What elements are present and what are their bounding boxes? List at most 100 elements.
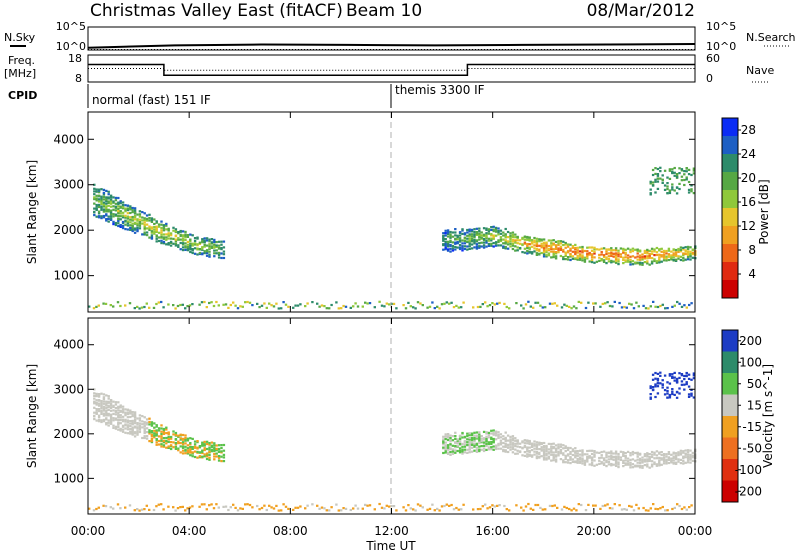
velocity-cell	[272, 507, 276, 510]
freq-right-tick-bottom: 0	[706, 72, 713, 85]
velocity-cell	[612, 455, 615, 458]
velocity-cell	[449, 451, 452, 454]
velocity-cell	[117, 415, 120, 419]
velocity-cell	[614, 452, 618, 455]
power-cell	[169, 232, 173, 235]
velocity-cell	[528, 439, 531, 443]
velocity-cell	[454, 446, 457, 449]
power-cell	[593, 261, 596, 264]
power-cell	[458, 234, 462, 237]
velocity-cell	[165, 432, 168, 435]
freq-right-label: Nave	[746, 64, 774, 77]
velocity-cell	[442, 440, 445, 443]
power-cell	[691, 248, 695, 251]
velocity-cell	[93, 414, 96, 417]
velocity-cell	[131, 423, 134, 426]
power-cell	[97, 210, 101, 213]
power-cell	[653, 254, 656, 257]
velocity-cell	[576, 459, 579, 462]
power-cell	[409, 305, 412, 308]
power-cell	[352, 305, 355, 308]
power-cell	[565, 304, 568, 307]
power-cell	[275, 302, 278, 305]
power-cell	[554, 251, 558, 254]
velocity-cell	[593, 453, 596, 457]
velocity-cell	[287, 507, 290, 510]
power-cell	[650, 257, 654, 260]
power-cell	[155, 225, 158, 228]
power-cell	[656, 174, 660, 177]
time-tick-label: 04:00	[172, 524, 207, 538]
y-tick-label: 3000	[53, 382, 84, 396]
velocity-cell	[95, 401, 98, 404]
power-cell	[497, 227, 500, 230]
velocity-cell	[600, 462, 603, 465]
power-cell	[126, 222, 130, 225]
power-cell	[649, 188, 652, 191]
power-cell	[660, 254, 663, 257]
velocity-cell	[105, 423, 108, 426]
velocity-cell	[490, 448, 493, 451]
velocity-cell	[117, 428, 120, 431]
velocity-cell	[141, 415, 144, 418]
velocity-cell	[102, 393, 106, 396]
power-cell	[675, 192, 679, 195]
velocity-cell	[208, 448, 211, 451]
velocity-cell	[542, 445, 546, 448]
colorbar-tick-label: 4	[748, 267, 756, 281]
power-cell	[480, 236, 483, 239]
velocity-cell	[559, 458, 563, 461]
velocity-cell	[444, 438, 447, 441]
power-cell	[162, 242, 166, 245]
velocity-cell	[109, 417, 113, 420]
power-cell	[117, 211, 120, 215]
velocity-cell	[148, 429, 151, 432]
power-cell	[661, 303, 664, 306]
power-cell	[126, 224, 130, 227]
velocity-cell	[590, 452, 594, 456]
power-cell	[136, 223, 139, 227]
velocity-cell	[95, 507, 98, 511]
power-cell	[184, 245, 187, 248]
power-cell	[557, 249, 560, 252]
velocity-cell	[651, 378, 655, 381]
velocity-cell	[174, 442, 178, 445]
velocity-cell	[184, 436, 187, 440]
velocity-cell	[530, 455, 534, 458]
velocity-cell	[687, 393, 691, 396]
power-cell	[143, 225, 146, 228]
velocity-cell	[678, 504, 681, 508]
power-cell	[654, 172, 657, 175]
power-cell	[617, 258, 620, 261]
power-cell	[566, 245, 570, 248]
power-cell	[395, 307, 398, 310]
power-cell	[109, 304, 112, 307]
power-cell	[533, 236, 536, 240]
velocity-cell	[509, 441, 512, 444]
power-cell	[463, 239, 467, 242]
power-cell	[446, 240, 450, 243]
power-cell	[114, 213, 118, 216]
velocity-cell	[143, 425, 146, 428]
velocity-cell	[201, 455, 204, 458]
velocity-cell	[344, 507, 348, 510]
velocity-cell	[126, 425, 130, 429]
velocity-cell	[124, 423, 127, 426]
velocity-cell	[571, 460, 575, 463]
velocity-cell	[129, 415, 132, 419]
velocity-cell	[646, 453, 649, 456]
velocity-cell	[138, 422, 142, 425]
velocity-cell	[470, 433, 474, 437]
power-cell	[678, 302, 681, 305]
power-cell	[661, 178, 664, 181]
power-cell	[335, 301, 338, 304]
velocity-cell	[442, 443, 445, 446]
velocity-cell	[184, 445, 187, 448]
velocity-cell	[119, 414, 122, 417]
power-cell	[649, 180, 652, 183]
power-cell	[217, 251, 221, 254]
power-cell	[530, 251, 534, 254]
velocity-cell	[586, 449, 589, 453]
velocity-cell	[176, 507, 180, 510]
power-cell	[506, 230, 510, 234]
